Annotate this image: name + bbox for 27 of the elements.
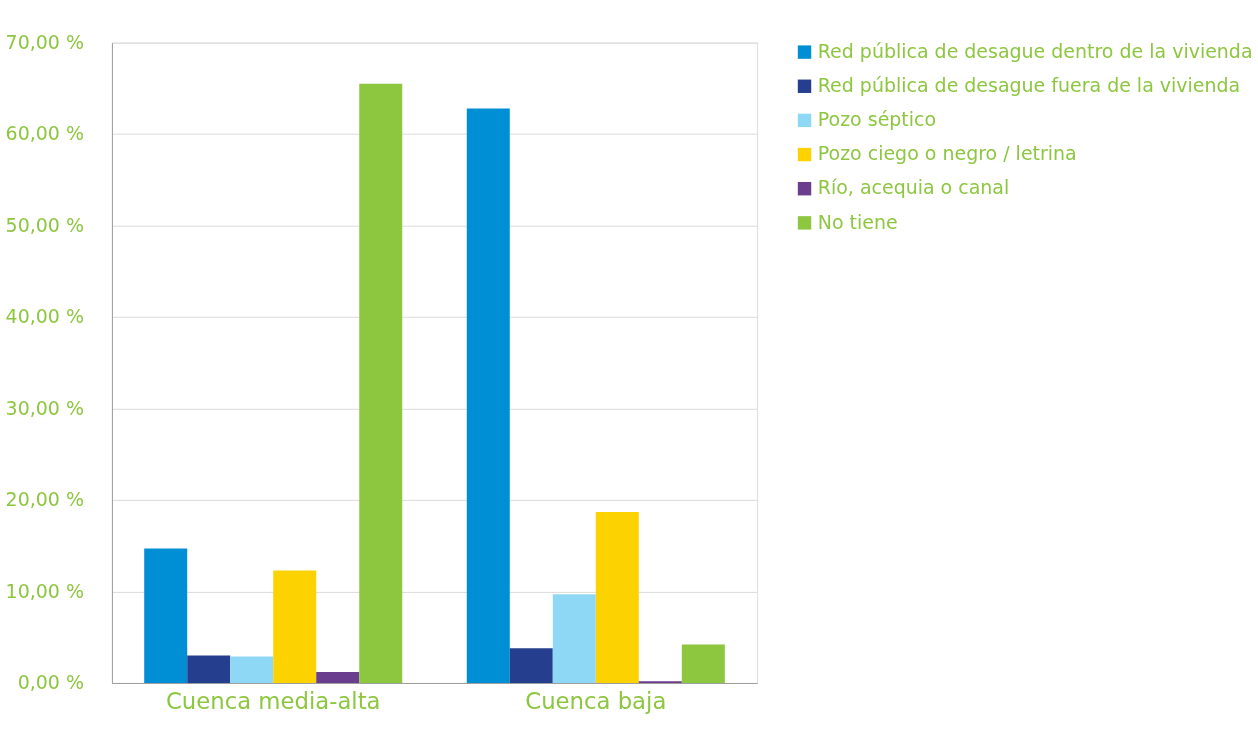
bar: [466, 108, 510, 683]
legend-label: Red pública de desague dentro de la vivienda: [817, 39, 1253, 62]
bar: [144, 548, 188, 683]
legend-label: Pozo ciego o negro / letrina: [817, 142, 1077, 165]
bar: [316, 672, 360, 683]
legend-label: Río, acequia o canal: [817, 176, 1010, 199]
legend-label: No tiene: [817, 210, 898, 233]
y-tick-label: 50,00 %: [5, 213, 84, 236]
bar: [230, 656, 274, 683]
y-tick-label: 40,00 %: [5, 305, 84, 328]
x-tick-label: Cuenca media-alta: [165, 688, 381, 715]
y-tick-label: 30,00 %: [5, 396, 84, 419]
bar: [359, 83, 403, 683]
y-tick-label: 20,00 %: [5, 488, 84, 511]
bar: [552, 594, 596, 683]
legend-label: Red pública de desague fuera de la vivienda: [817, 73, 1241, 96]
bar: [187, 655, 231, 683]
y-tick-label: 0,00 %: [17, 671, 84, 694]
bar: [273, 570, 317, 683]
bar: [681, 644, 725, 683]
legend-label: Pozo séptico: [817, 108, 937, 131]
bar: [595, 511, 639, 683]
y-tick-label: 10,00 %: [5, 579, 84, 602]
y-tick-label: 70,00 %: [5, 30, 84, 53]
y-tick-label: 60,00 %: [5, 122, 84, 145]
bar: [509, 648, 553, 683]
x-tick-label: Cuenca baja: [525, 688, 667, 715]
